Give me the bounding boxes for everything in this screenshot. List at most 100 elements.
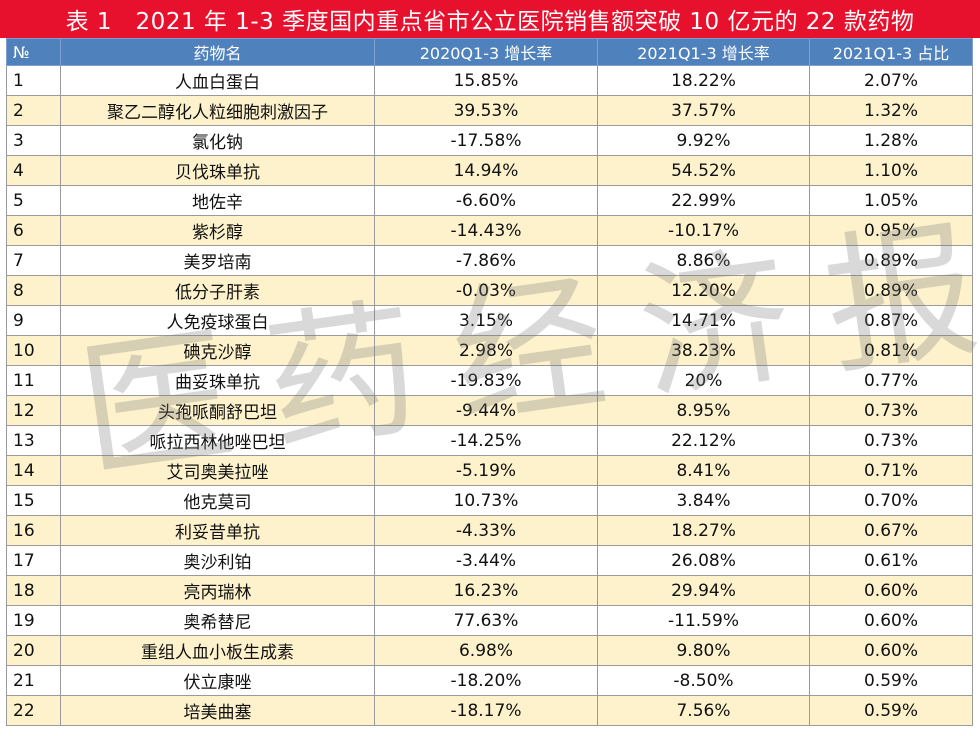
table-row: 15 他克莫司 10.73% 3.84% 0.70% bbox=[6, 485, 973, 516]
table-row: 1 人血白蛋白 15.85% 18.22% 2.07% bbox=[6, 65, 973, 96]
cell-drug-name: 美罗培南 bbox=[60, 245, 375, 276]
cell-drug-name: 曲妥珠单抗 bbox=[60, 365, 375, 396]
cell-drug-name: 贝伐珠单抗 bbox=[60, 155, 375, 186]
table-row: 17 奥沙利铂 -3.44% 26.08% 0.61% bbox=[6, 545, 973, 576]
cell-no: 12 bbox=[6, 395, 61, 426]
cell-growth-2021: 22.99% bbox=[597, 185, 810, 216]
table-row: 18 亮丙瑞林 16.23% 29.94% 0.60% bbox=[6, 575, 973, 606]
cell-share-2021: 0.67% bbox=[809, 515, 973, 546]
table-row: 2 聚乙二醇化人粒细胞刺激因子 39.53% 37.57% 1.32% bbox=[6, 95, 973, 126]
cell-no: 21 bbox=[6, 665, 61, 696]
cell-share-2021: 0.73% bbox=[809, 425, 973, 456]
cell-growth-2021: 8.95% bbox=[597, 395, 810, 426]
cell-growth-2021: 18.22% bbox=[597, 65, 810, 96]
table-row: 11 曲妥珠单抗 -19.83% 20% 0.77% bbox=[6, 365, 973, 396]
table-title: 表 1 2021 年 1-3 季度国内重点省市公立医院销售额突破 10 亿元的 … bbox=[0, 0, 980, 38]
cell-no: 1 bbox=[6, 65, 61, 96]
cell-drug-name: 哌拉西林他唑巴坦 bbox=[60, 425, 375, 456]
table-row: 9 人免疫球蛋白 3.15% 14.71% 0.87% bbox=[6, 305, 973, 336]
cell-no: 7 bbox=[6, 245, 61, 276]
cell-growth-2020: -4.33% bbox=[374, 515, 598, 546]
cell-growth-2020: -0.03% bbox=[374, 275, 598, 306]
cell-no: 2 bbox=[6, 95, 61, 126]
drug-sales-table: № 药物名 2020Q1-3 增长率 2021Q1-3 增长率 2021Q1-3… bbox=[6, 38, 973, 726]
cell-no: 11 bbox=[6, 365, 61, 396]
cell-no: 8 bbox=[6, 275, 61, 306]
cell-growth-2021: -8.50% bbox=[597, 665, 810, 696]
cell-share-2021: 2.07% bbox=[809, 65, 973, 96]
cell-growth-2020: 3.15% bbox=[374, 305, 598, 336]
cell-drug-name: 头孢哌酮舒巴坦 bbox=[60, 395, 375, 426]
table-row: 16 利妥昔单抗 -4.33% 18.27% 0.67% bbox=[6, 515, 973, 546]
cell-drug-name: 利妥昔单抗 bbox=[60, 515, 375, 546]
cell-growth-2021: 26.08% bbox=[597, 545, 810, 576]
cell-no: 6 bbox=[6, 215, 61, 246]
cell-share-2021: 1.32% bbox=[809, 95, 973, 126]
cell-share-2021: 0.60% bbox=[809, 605, 973, 636]
cell-share-2021: 0.77% bbox=[809, 365, 973, 396]
cell-no: 10 bbox=[6, 335, 61, 366]
cell-growth-2021: 9.80% bbox=[597, 635, 810, 666]
cell-share-2021: 0.61% bbox=[809, 545, 973, 576]
cell-drug-name: 培美曲塞 bbox=[60, 695, 375, 726]
cell-growth-2021: 9.92% bbox=[597, 125, 810, 156]
cell-growth-2020: -9.44% bbox=[374, 395, 598, 426]
cell-growth-2020: -6.60% bbox=[374, 185, 598, 216]
cell-drug-name: 人血白蛋白 bbox=[60, 65, 375, 96]
cell-share-2021: 1.28% bbox=[809, 125, 973, 156]
cell-share-2021: 0.59% bbox=[809, 695, 973, 726]
cell-growth-2021: 29.94% bbox=[597, 575, 810, 606]
cell-growth-2021: 38.23% bbox=[597, 335, 810, 366]
cell-growth-2021: 20% bbox=[597, 365, 810, 396]
cell-growth-2020: -14.25% bbox=[374, 425, 598, 456]
cell-drug-name: 氯化钠 bbox=[60, 125, 375, 156]
cell-drug-name: 低分子肝素 bbox=[60, 275, 375, 306]
cell-drug-name: 聚乙二醇化人粒细胞刺激因子 bbox=[60, 95, 375, 126]
table-row: 14 艾司奥美拉唑 -5.19% 8.41% 0.71% bbox=[6, 455, 973, 486]
cell-drug-name: 紫杉醇 bbox=[60, 215, 375, 246]
cell-no: 15 bbox=[6, 485, 61, 516]
cell-share-2021: 0.73% bbox=[809, 395, 973, 426]
cell-drug-name: 重组人血小板生成素 bbox=[60, 635, 375, 666]
cell-share-2021: 0.60% bbox=[809, 575, 973, 606]
cell-drug-name: 奥希替尼 bbox=[60, 605, 375, 636]
cell-growth-2021: -11.59% bbox=[597, 605, 810, 636]
cell-growth-2020: -5.19% bbox=[374, 455, 598, 486]
table-row: 8 低分子肝素 -0.03% 12.20% 0.89% bbox=[6, 275, 973, 306]
cell-growth-2021: 14.71% bbox=[597, 305, 810, 336]
cell-growth-2021: 37.57% bbox=[597, 95, 810, 126]
cell-drug-name: 奥沙利铂 bbox=[60, 545, 375, 576]
cell-drug-name: 伏立康唑 bbox=[60, 665, 375, 696]
cell-share-2021: 0.87% bbox=[809, 305, 973, 336]
table-row: 19 奥希替尼 77.63% -11.59% 0.60% bbox=[6, 605, 973, 636]
cell-growth-2021: 22.12% bbox=[597, 425, 810, 456]
cell-no: 5 bbox=[6, 185, 61, 216]
table-row: 5 地佐辛 -6.60% 22.99% 1.05% bbox=[6, 185, 973, 216]
cell-growth-2020: -18.20% bbox=[374, 665, 598, 696]
cell-drug-name: 碘克沙醇 bbox=[60, 335, 375, 366]
cell-growth-2021: 7.56% bbox=[597, 695, 810, 726]
cell-growth-2021: 8.41% bbox=[597, 455, 810, 486]
table-body: 1 人血白蛋白 15.85% 18.22% 2.07% 2 聚乙二醇化人粒细胞刺激因子 39.… bbox=[6, 65, 973, 726]
cell-share-2021: 1.05% bbox=[809, 185, 973, 216]
cell-growth-2021: 12.20% bbox=[597, 275, 810, 306]
cell-share-2021: 0.60% bbox=[809, 635, 973, 666]
cell-no: 4 bbox=[6, 155, 61, 186]
cell-growth-2021: 18.27% bbox=[597, 515, 810, 546]
table-header-row: № 药物名 2020Q1-3 增长率 2021Q1-3 增长率 2021Q1-3… bbox=[6, 38, 973, 66]
cell-no: 3 bbox=[6, 125, 61, 156]
cell-growth-2020: 10.73% bbox=[374, 485, 598, 516]
cell-drug-name: 他克莫司 bbox=[60, 485, 375, 516]
cell-growth-2021: 54.52% bbox=[597, 155, 810, 186]
table-row: 22 培美曲塞 -18.17% 7.56% 0.59% bbox=[6, 695, 973, 726]
table-row: 21 伏立康唑 -18.20% -8.50% 0.59% bbox=[6, 665, 973, 696]
cell-share-2021: 0.89% bbox=[809, 245, 973, 276]
cell-no: 17 bbox=[6, 545, 61, 576]
cell-drug-name: 地佐辛 bbox=[60, 185, 375, 216]
cell-share-2021: 0.95% bbox=[809, 215, 973, 246]
cell-drug-name: 艾司奥美拉唑 bbox=[60, 455, 375, 486]
cell-growth-2021: -10.17% bbox=[597, 215, 810, 246]
header-drug-name: 药物名 bbox=[60, 38, 375, 66]
cell-growth-2020: 15.85% bbox=[374, 65, 598, 96]
table-row: 3 氯化钠 -17.58% 9.92% 1.28% bbox=[6, 125, 973, 156]
